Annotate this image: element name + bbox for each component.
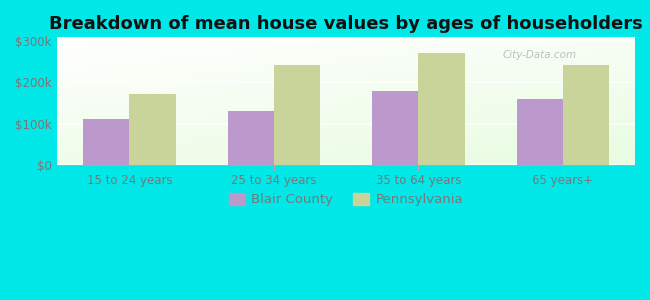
Bar	[372, 91, 419, 165]
Bar	[129, 94, 176, 165]
Title: Breakdown of mean house values by ages of householders: Breakdown of mean house values by ages o…	[49, 15, 643, 33]
Bar	[419, 52, 465, 165]
Text: City-Data.com: City-Data.com	[502, 50, 577, 60]
Legend: Blair County, Pennsylvania: Blair County, Pennsylvania	[224, 188, 469, 212]
Bar	[274, 65, 320, 165]
Bar	[83, 119, 129, 165]
Bar	[227, 111, 274, 165]
Bar	[517, 99, 563, 165]
Bar	[563, 65, 609, 165]
